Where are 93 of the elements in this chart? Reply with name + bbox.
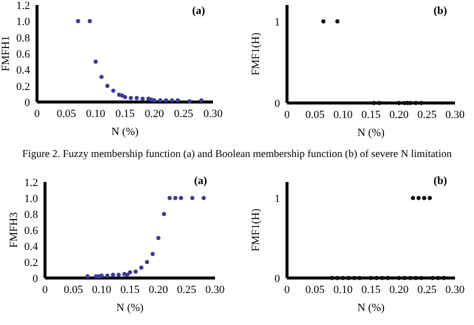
- point: [99, 74, 104, 80]
- y-tick-label: 1: [274, 16, 280, 28]
- x-tick-label: 0.30: [445, 284, 466, 296]
- point: [190, 196, 194, 200]
- point: [162, 212, 166, 216]
- point: [152, 98, 156, 102]
- point: [116, 272, 121, 277]
- x-axis-title: N (%): [116, 302, 144, 314]
- point: [134, 96, 139, 100]
- point: [88, 19, 92, 24]
- y-tick-label: 0.6: [24, 225, 38, 237]
- point: [122, 95, 128, 100]
- point: [94, 59, 98, 64]
- point: [110, 272, 116, 277]
- x-tick-label: 0: [284, 109, 290, 121]
- y-tick-label: 0: [274, 273, 280, 285]
- x-tick-label: 0.10: [92, 284, 112, 296]
- x-tick-label: 0.20: [389, 284, 410, 296]
- point: [105, 273, 110, 278]
- x-tick-label: 0.20: [144, 108, 164, 120]
- x-axis-title: N (%): [111, 126, 139, 138]
- y-tick-label: 0.2: [24, 257, 38, 269]
- y-tick-label: 1.2: [16, 0, 30, 12]
- point: [158, 98, 162, 102]
- y-tick-label: 1.0: [16, 16, 30, 28]
- x-tick-label: 0.30: [203, 108, 224, 120]
- y-tick-label: 0.6: [16, 48, 30, 60]
- y-tick-label: 0: [32, 273, 38, 285]
- x-tick-label: 0.05: [305, 109, 326, 121]
- x-tick-label: 0.15: [361, 109, 382, 121]
- x-tick-label: 0.30: [205, 284, 226, 296]
- point: [156, 236, 160, 240]
- point: [199, 98, 204, 102]
- x-tick-label: 0.25: [174, 108, 194, 120]
- y-tick-label: 1.2: [24, 177, 38, 189]
- point: [111, 88, 116, 93]
- y-axis-title: FMFH1: [0, 36, 12, 72]
- point: [168, 196, 172, 200]
- point: [125, 272, 130, 277]
- point: [170, 98, 174, 102]
- x-tick-label: 0.20: [148, 284, 168, 296]
- x-axis-title: N (%): [357, 127, 385, 139]
- annotation: (a): [194, 175, 208, 187]
- y-tick-label: 0.8: [24, 209, 38, 221]
- point: [76, 19, 80, 24]
- y-tick-label: 0.4: [24, 241, 38, 253]
- point: [100, 273, 104, 278]
- y-tick-label: 1.0: [24, 193, 38, 205]
- point: [178, 196, 184, 200]
- point: [140, 96, 145, 101]
- y-tick-label: 0: [274, 98, 280, 110]
- y-tick-label: 1: [274, 193, 280, 205]
- y-axis-title: FMF1(H): [250, 32, 262, 76]
- x-axis-title: N (%): [357, 302, 385, 314]
- point: [128, 270, 132, 275]
- x-tick-label: 0.05: [64, 284, 84, 296]
- point: [202, 196, 206, 200]
- annotation: (b): [434, 175, 448, 187]
- point: [187, 99, 192, 104]
- x-tick-label: 0: [284, 284, 290, 296]
- point: [150, 252, 155, 256]
- caption: Figure 2. Fuzzy membership function (a) and Boolean membership function (b) of severe N limitation: [22, 149, 453, 160]
- x-tick-label: 0.15: [361, 284, 382, 296]
- point: [144, 260, 150, 264]
- y-tick-label: 0: [24, 97, 30, 109]
- x-tick-label: 0.25: [417, 109, 438, 121]
- x-tick-label: 0.25: [177, 284, 197, 296]
- point: [128, 96, 133, 100]
- y-axis-title: FMF1(H): [250, 208, 262, 252]
- x-tick-label: 0.05: [56, 108, 76, 120]
- point: [105, 84, 110, 88]
- x-tick-label: 0.25: [417, 284, 438, 296]
- x-tick-label: 0.10: [333, 284, 354, 296]
- x-tick-label: 0.10: [333, 109, 354, 121]
- point: [85, 274, 90, 279]
- point: [173, 196, 178, 200]
- x-tick-label: 0.10: [86, 108, 106, 120]
- y-tick-label: 0.4: [16, 64, 30, 77]
- annotation: (a): [192, 5, 206, 17]
- x-tick-label: 0: [42, 284, 48, 296]
- x-tick-label: 0.30: [445, 109, 466, 121]
- y-axis-title: FMFH3: [8, 212, 20, 248]
- x-tick-label: 0.15: [120, 284, 140, 296]
- x-tick-label: 0.15: [115, 108, 136, 120]
- point: [164, 98, 168, 102]
- x-tick-label: 0.05: [305, 284, 326, 296]
- y-tick-label: 0.2: [16, 80, 30, 93]
- x-tick-label: 0.20: [389, 109, 410, 121]
- point: [176, 98, 180, 102]
- annotation: (b): [434, 5, 448, 17]
- point: [134, 269, 138, 274]
- y-tick-label: 0.8: [16, 32, 30, 44]
- point: [139, 265, 144, 270]
